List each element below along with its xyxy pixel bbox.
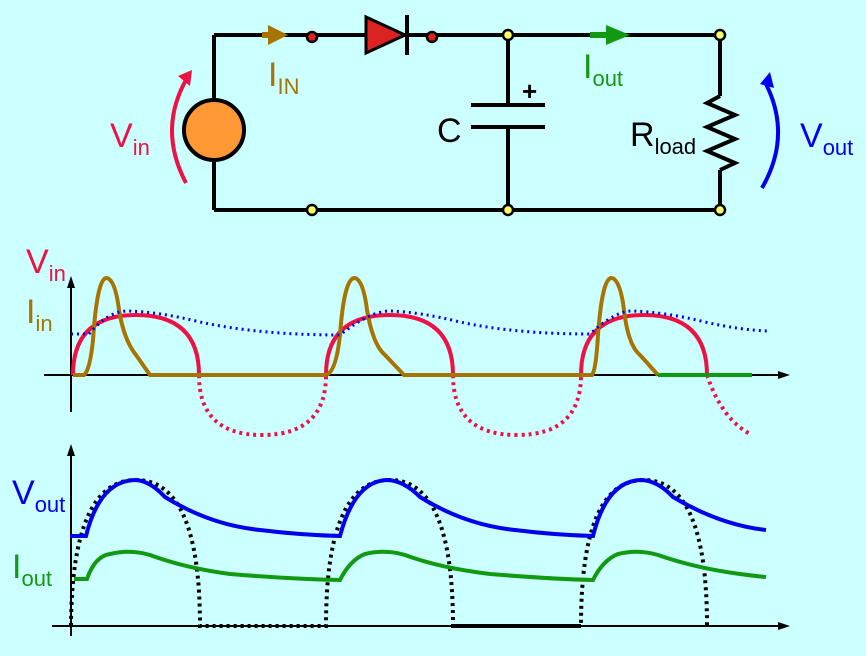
vin-positive-cycle-2 — [324, 312, 455, 376]
resistor-zigzag — [701, 94, 741, 172]
circuit-vin-label: Vin — [110, 117, 150, 160]
vout-reference-dotted — [71, 309, 769, 337]
vin-negative-cycle-2 — [451, 374, 583, 438]
top-plot-axes — [44, 276, 790, 412]
iout-arrow-icon — [590, 25, 630, 45]
top-plot: Vin Iin — [26, 243, 790, 438]
bottom-iout-label: Iout — [12, 548, 52, 591]
rload-label: Rload — [630, 116, 696, 159]
bottom-plot-axes — [52, 444, 790, 636]
node-cap-top — [501, 28, 515, 42]
node-res-bottom — [713, 203, 727, 217]
top-x-arrow-icon — [778, 371, 790, 379]
node-bottom-left — [305, 203, 319, 217]
capacitor-label: C — [437, 112, 462, 150]
bottom-y-arrow-icon — [67, 444, 75, 456]
top-iin-label: Iin — [26, 293, 53, 336]
node-cap-bottom — [501, 203, 515, 217]
circuit-iin-label: IIN — [268, 56, 299, 99]
iout-waveform — [74, 549, 767, 583]
circuit-nodes — [305, 28, 727, 217]
node-res-top — [713, 28, 727, 42]
voltage-source-icon — [182, 98, 246, 162]
vin-positive-cycle-1 — [71, 312, 201, 376]
iin-pulse-2 — [325, 275, 581, 377]
vout-arrow-icon — [760, 72, 781, 189]
circuit-vout-label: Vout — [800, 117, 853, 160]
vin-negative-cycle-1 — [197, 374, 328, 438]
bottom-x-arrow-icon — [778, 622, 790, 630]
iin-pulse-3 — [581, 275, 660, 377]
top-vin-label: Vin — [26, 243, 66, 286]
node-pre-diode — [305, 30, 319, 44]
iin-arrow-icon — [262, 25, 288, 45]
circuit-iout-label: Iout — [583, 48, 623, 91]
circuit-schematic — [212, 33, 741, 212]
vin-negative-cycle-3 — [705, 374, 753, 437]
iin-pulse-1 — [73, 275, 326, 377]
bottom-plot: Vout Iout — [12, 444, 790, 636]
diode-icon — [364, 14, 409, 56]
top-y-arrow-icon — [67, 276, 75, 288]
vin-arrow-icon — [170, 70, 192, 184]
bottom-vout-label: Vout — [12, 474, 65, 517]
capacitor-plus-label: + — [522, 76, 537, 106]
vin-positive-cycle-3 — [579, 312, 709, 376]
vout-waveform — [70, 477, 767, 539]
node-post-diode — [425, 30, 439, 44]
